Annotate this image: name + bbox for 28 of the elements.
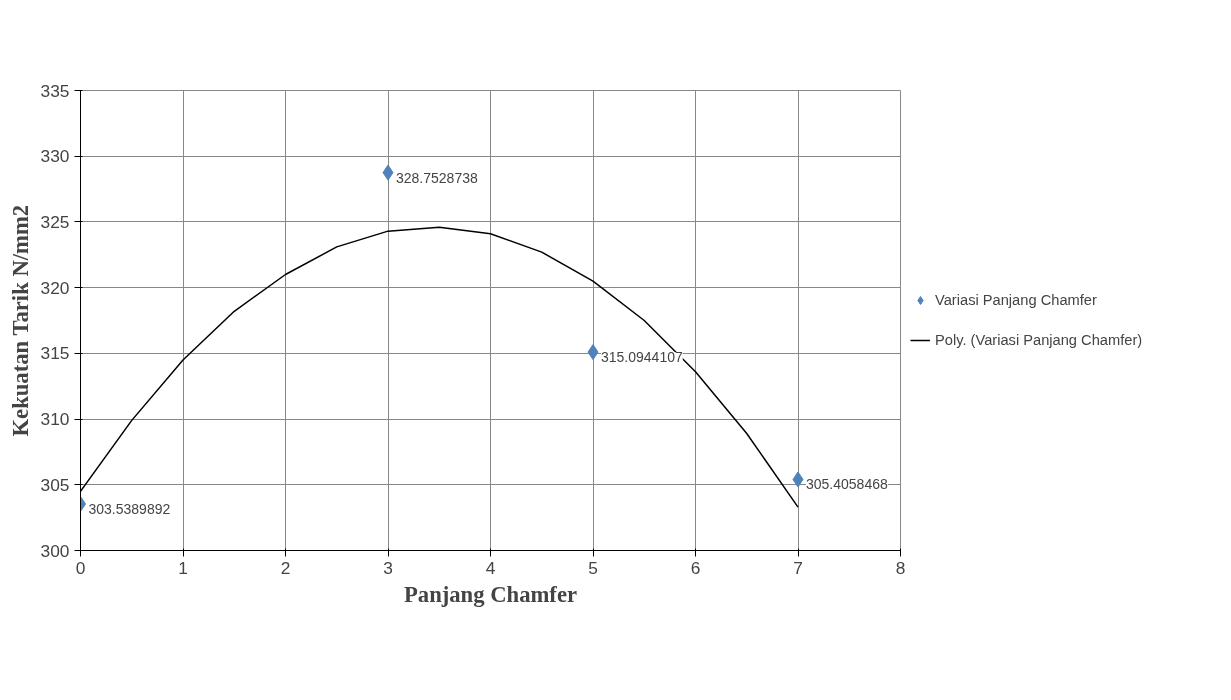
x-tick-label: 2 bbox=[280, 557, 291, 578]
y-tick-label: 310 bbox=[40, 409, 70, 430]
x-tick-label: 5 bbox=[588, 557, 598, 578]
y-tick-label: 300 bbox=[40, 540, 70, 561]
y-tick-label: 330 bbox=[40, 146, 70, 167]
point bbox=[382, 164, 394, 181]
point bbox=[587, 344, 599, 361]
x-tick-label: 6 bbox=[690, 557, 701, 578]
x-tick-label: 0 bbox=[75, 557, 86, 578]
y-axis-title: Kekuatan Tarik N/mm2 bbox=[7, 204, 33, 437]
legend-label: Poly. (Variasi Panjang Chamfer) bbox=[935, 332, 1143, 348]
data-label: 303.5389892 bbox=[88, 500, 171, 517]
x-tick-label: 7 bbox=[793, 557, 803, 578]
data-label: 328.7528738 bbox=[396, 169, 478, 186]
y-tick-label: 335 bbox=[40, 80, 70, 101]
y-tick-label: 305 bbox=[40, 474, 70, 495]
x-tick-label: 8 bbox=[895, 557, 906, 578]
data-label: 305.4058468 bbox=[806, 476, 888, 493]
x-tick-label: 1 bbox=[178, 557, 188, 578]
y-tick-label: 315 bbox=[40, 343, 70, 364]
data-label: 315.0944107 bbox=[601, 349, 683, 366]
x-tick-label: 3 bbox=[383, 557, 393, 578]
y-tick-label: 320 bbox=[40, 277, 70, 298]
y-tick-label: 325 bbox=[40, 211, 70, 232]
x-axis-title: Panjang Chamfer bbox=[403, 581, 578, 607]
point bbox=[792, 471, 804, 488]
legend-label: Variasi Panjang Chamfer bbox=[935, 292, 1097, 308]
x-tick-label: 4 bbox=[485, 557, 496, 578]
